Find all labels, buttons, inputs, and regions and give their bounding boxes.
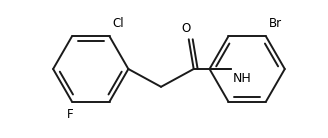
Text: NH: NH [232,72,251,85]
Text: Br: Br [269,18,282,30]
Text: Cl: Cl [113,18,124,30]
Text: O: O [181,22,190,35]
Text: F: F [67,108,73,120]
